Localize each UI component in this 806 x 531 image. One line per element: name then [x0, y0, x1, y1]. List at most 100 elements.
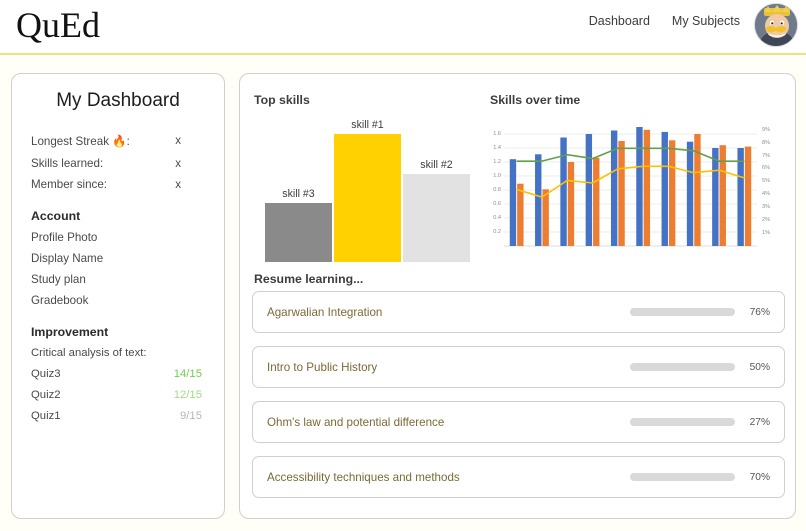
bar-blue [712, 148, 719, 246]
stat-label: Skills learned: [31, 156, 104, 170]
y-axis-tick-left: 0.4 [493, 214, 501, 221]
list-item[interactable]: Intro to Public History 50% [252, 346, 785, 388]
bar-blue [661, 131, 668, 246]
bar-blue [535, 154, 542, 246]
series-green-line [516, 147, 745, 162]
list-item[interactable]: Accessibility techniques and methods 70% [252, 456, 785, 498]
bar-orange [618, 141, 625, 246]
bar-skill-2 [403, 173, 470, 262]
progress-percent: 27% [749, 416, 770, 428]
bar-blue [737, 148, 744, 246]
bar-orange [567, 162, 575, 246]
stat-value: x [175, 134, 181, 147]
y-axis-tick-left: 0.8 [493, 186, 501, 193]
app-header: QuEd Dashboard My Subjects [0, 0, 806, 55]
section-heading-account: Account [31, 209, 81, 223]
progress-bar [630, 363, 735, 371]
progress-percent: 70% [749, 471, 770, 483]
avatar-image [755, 4, 797, 46]
bar-blue [560, 137, 567, 246]
quiz-score: 14/15 [173, 368, 202, 380]
quiz-score: 9/15 [180, 410, 202, 422]
y-axis-tick-left: 1.0 [493, 172, 501, 179]
list-item[interactable]: Ohm's law and potential difference 27% [252, 401, 785, 443]
quiz-label: Quiz1 [31, 410, 61, 422]
top-skills-bars: skill #3 skill #1 skill #2 [265, 112, 472, 262]
top-skills-chart: skill #3 skill #1 skill #2 [254, 112, 472, 262]
stats-list: Longest Streak 🔥: x Skills learned: x Me… [31, 134, 206, 191]
improvement-subject: Critical analysis of text: [31, 347, 147, 359]
bar-orange [744, 146, 752, 246]
y-axis-tick-right: 9% [762, 126, 771, 133]
y-axis-tick-right: 5% [762, 178, 771, 185]
bar-label: skill #3 [282, 188, 315, 201]
quiz-row-2[interactable]: Quiz2 12/15 [31, 389, 202, 401]
sidebar-item-study-plan[interactable]: Study plan [31, 273, 86, 286]
quiz-label: Quiz3 [31, 368, 61, 380]
resume-learning-title: Resume learning... [254, 272, 364, 286]
stat-label: Member since: [31, 178, 108, 191]
y-axis-tick-right: 3% [762, 203, 771, 210]
quiz-score: 12/15 [173, 389, 202, 401]
bar-label: skill #1 [351, 119, 384, 131]
nav-link-my-subjects[interactable]: My Subjects [671, 14, 740, 28]
sidebar-item-profile-photo[interactable]: Profile Photo [31, 231, 98, 244]
y-axis-tick-left: 1.2 [493, 158, 501, 165]
sidebar-item-gradebook[interactable]: Gradebook [31, 294, 89, 307]
y-axis-tick-right: 2% [762, 216, 771, 223]
bar-orange [668, 140, 676, 246]
stat-label: Longest Streak 🔥: [31, 135, 130, 148]
quiz-row-3[interactable]: Quiz3 14/15 [31, 368, 202, 380]
stat-row-member-since: Member since: x [31, 178, 206, 191]
course-name: Ohm's law and potential difference [267, 415, 445, 429]
bar-skill-3 [265, 203, 332, 262]
progress-bar [630, 418, 735, 426]
course-name: Accessibility techniques and methods [267, 470, 460, 484]
quiz-row-1[interactable]: Quiz1 9/15 [31, 410, 202, 422]
stat-row-skills-learned: Skills learned: x [31, 157, 206, 170]
bar-blue [636, 127, 643, 246]
main-nav: Dashboard My Subjects [589, 14, 740, 28]
bar-orange [643, 129, 651, 246]
y-axis-tick-left: 1.6 [493, 130, 501, 137]
stat-value: x [175, 156, 181, 170]
course-name: Intro to Public History [267, 360, 378, 374]
y-axis-tick-right: 4% [762, 191, 771, 198]
combo-chart-svg [504, 127, 757, 247]
stat-value: x [175, 178, 181, 191]
y-axis-tick-right: 1% [762, 229, 771, 236]
main-card: Top skills Skills over time skill #3 skil… [239, 73, 796, 519]
skills-over-time-title: Skills over time [490, 93, 581, 107]
avatar[interactable] [754, 3, 798, 47]
resume-learning-list: Agarwalian Integration 76% Intro to Publ… [252, 291, 785, 511]
bar-skill-1 [334, 134, 401, 262]
nav-link-dashboard[interactable]: Dashboard [588, 14, 650, 28]
bar-blue [610, 130, 618, 246]
y-axis-tick-right: 7% [762, 152, 771, 159]
bar-orange [542, 189, 549, 246]
series-yellow-line [516, 165, 745, 198]
sidebar-item-display-name[interactable]: Display Name [31, 252, 104, 265]
page-title: My Dashboard [56, 90, 180, 111]
top-skills-title: Top skills [254, 93, 310, 107]
stat-row-longest-streak: Longest Streak 🔥: x [31, 134, 206, 148]
progress-percent: 76% [749, 306, 770, 318]
y-axis-tick-left: 1.4 [493, 144, 501, 151]
progress-percent: 50% [749, 361, 770, 373]
list-item[interactable]: Agarwalian Integration 76% [252, 291, 785, 333]
bar-orange [694, 134, 701, 246]
section-heading-improvement: Improvement [31, 325, 109, 339]
progress-bar [630, 473, 735, 481]
progress-bar [630, 308, 735, 316]
bar-label: skill #2 [420, 158, 453, 171]
y-axis-tick-left: 0.6 [493, 200, 501, 207]
y-axis-tick-right: 8% [762, 139, 771, 146]
course-name: Agarwalian Integration [267, 305, 383, 319]
y-axis-tick-right: 6% [762, 165, 771, 172]
bar-blue [686, 141, 694, 246]
y-axis-tick-left: 0.2 [493, 228, 501, 235]
bar-orange [517, 183, 524, 246]
app-logo[interactable]: QuEd [16, 5, 100, 45]
bar-orange [593, 157, 600, 246]
bar-blue [509, 159, 517, 246]
